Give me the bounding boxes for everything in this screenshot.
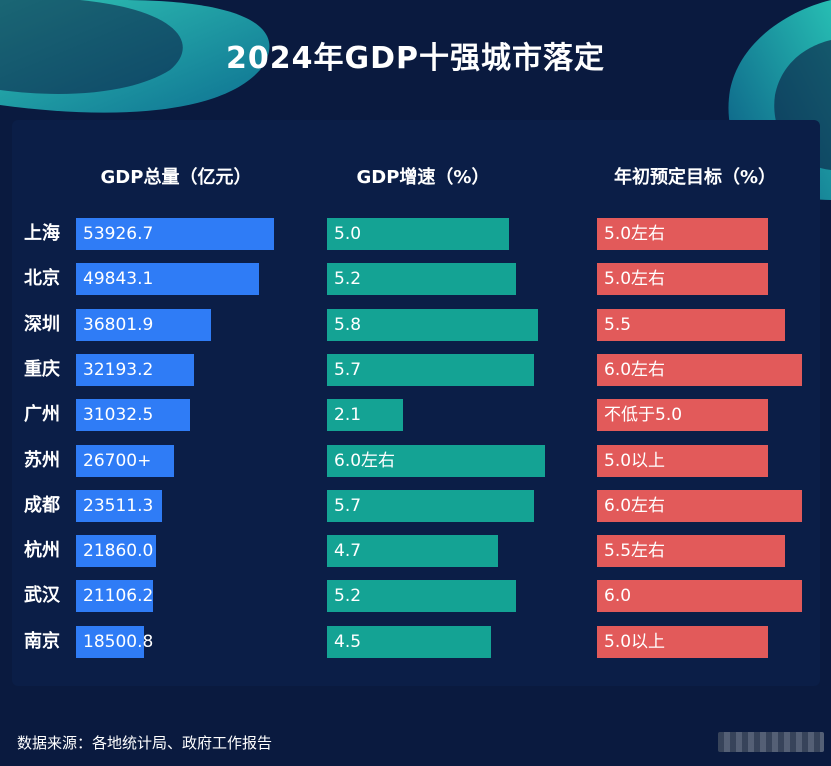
growth-bar: 6.0左右 [327,445,545,477]
city-label: 武汉 [24,585,60,606]
growth-bar: 4.5 [327,626,491,658]
chart-title: 2024年GDP十强城市落定 [225,41,605,76]
gdp-bar: 36801.9 [76,309,211,341]
city-label: 杭州 [24,540,60,561]
gdp-bar: 21860.0 [76,535,156,567]
growth-bar: 2.1 [327,399,403,431]
growth-bar: 5.8 [327,309,538,341]
gdp-bar: 53926.7 [76,218,274,250]
growth-column-header: GDP增速（%） [356,167,490,188]
gdp-bar: 21106.2 [76,580,153,612]
gdp-bar: 31032.5 [76,399,190,431]
target-bar: 5.0左右 [597,218,768,250]
target-bar: 5.5左右 [597,535,785,567]
gdp-bar: 18500.8 [76,626,153,658]
gdp-bar: 26700+ [76,445,174,477]
city-label: 北京 [24,268,60,289]
target-bar: 5.0左右 [597,263,768,295]
growth-bar: 5.7 [327,490,534,522]
gdp-bar: 49843.1 [76,263,259,295]
target-bar: 5.5 [597,309,785,341]
growth-bar: 5.7 [327,354,534,386]
target-bar: 6.0 [597,580,802,612]
growth-bar: 5.2 [327,580,516,612]
target-column-header: 年初预定目标（%） [613,167,777,188]
city-label: 南京 [24,631,60,652]
data-source-note: 数据来源：各地统计局、政府工作报告 [17,734,273,752]
city-label: 深圳 [24,314,60,335]
city-label: 成都 [24,495,60,516]
growth-bar: 5.2 [327,263,516,295]
city-label: 广州 [24,404,60,425]
growth-bar: 5.0 [327,218,509,250]
gdp-bar: 23511.3 [76,490,162,522]
watermark-logo [718,732,824,752]
city-label: 苏州 [24,450,60,471]
growth-bar: 4.7 [327,535,498,567]
city-label: 重庆 [24,359,60,380]
city-label: 上海 [24,223,60,244]
target-bar: 5.0以上 [597,626,768,658]
gdp-column-header: GDP总量（亿元） [100,167,252,188]
target-bar: 6.0左右 [597,354,802,386]
target-bar: 5.0以上 [597,445,768,477]
target-bar: 6.0左右 [597,490,802,522]
gdp-bar: 32193.2 [76,354,194,386]
target-bar: 不低于5.0 [597,399,768,431]
